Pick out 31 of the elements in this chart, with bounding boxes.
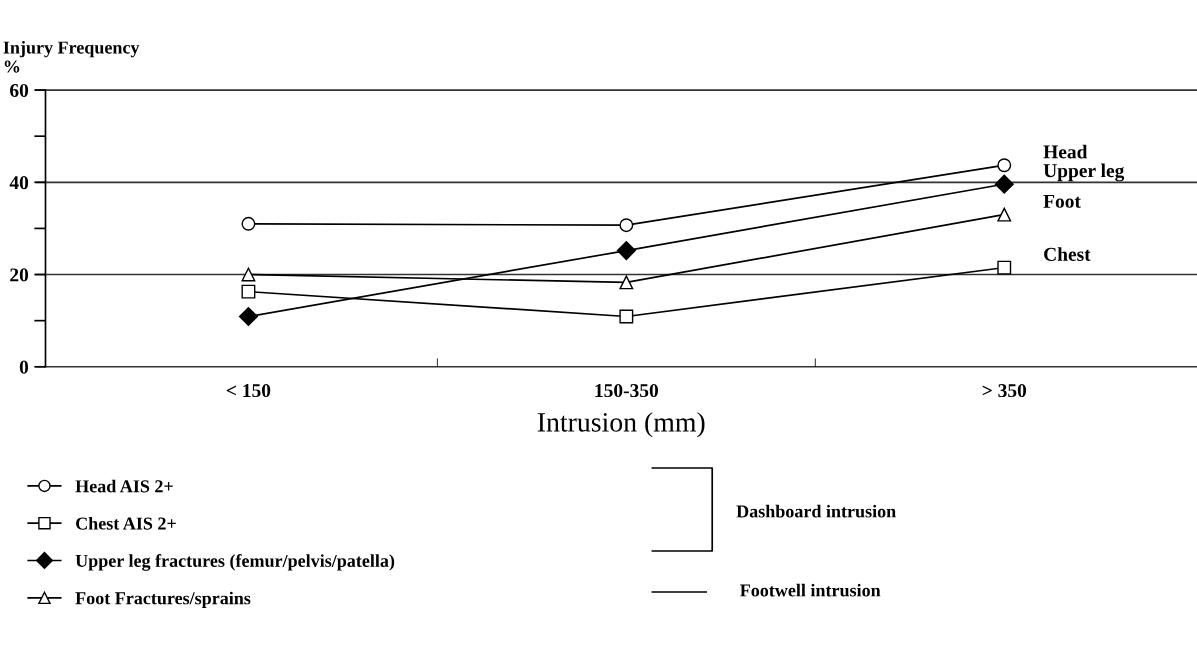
- annotation: Head: [1043, 144, 1088, 159]
- point: [997, 260, 1012, 275]
- y-axis-title: Injury Frequency %: [3, 40, 140, 73]
- point: [238, 306, 258, 327]
- annotation: Upper leg: [1043, 163, 1125, 182]
- text: Dashboard intrusion: [736, 504, 896, 518]
- x-axis-title: Intrusion (mm): [537, 412, 705, 438]
- point: [241, 284, 256, 299]
- legend-label: Foot Fractures/sprains: [75, 591, 251, 609]
- y-tick-label: 0: [19, 360, 29, 374]
- text: Footwell intrusion: [740, 583, 881, 597]
- y-tick-label: 20: [10, 268, 29, 282]
- y-tick-label: 60: [10, 83, 29, 98]
- point: [619, 309, 634, 324]
- annotation: Chest: [1044, 247, 1091, 261]
- point: [616, 241, 636, 261]
- x-tick-label: < 150: [226, 384, 271, 398]
- legend-label: Upper leg fractures (femur/pelvis/patella): [75, 554, 395, 571]
- legend-label: Chest AIS 2+: [76, 516, 176, 530]
- legend-label: Head AIS 2+: [75, 479, 173, 493]
- x-tick-label: > 350: [982, 384, 1027, 398]
- point: [619, 275, 634, 290]
- point: [994, 174, 1014, 194]
- x-tick-label: 150-350: [595, 384, 659, 398]
- point: [241, 267, 256, 282]
- point: [619, 218, 634, 233]
- point: [241, 216, 256, 231]
- y-tick-label: 40: [9, 176, 29, 190]
- point: [997, 207, 1012, 222]
- point: [997, 158, 1012, 173]
- annotation: Foot: [1043, 194, 1081, 208]
